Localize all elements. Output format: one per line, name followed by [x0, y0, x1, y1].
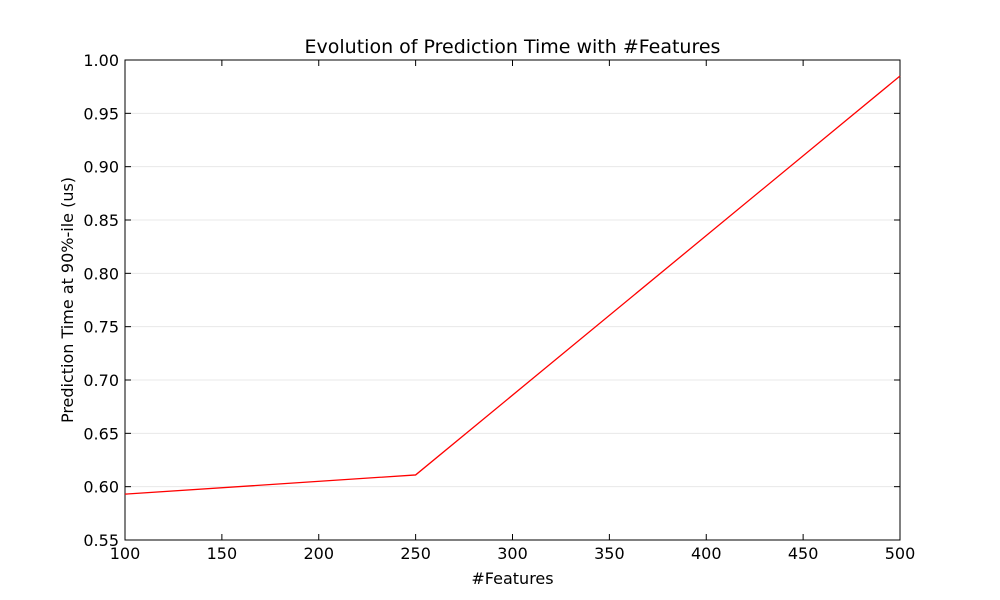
y-tick-label-0-75: 0.75: [83, 318, 119, 337]
x-tick-labels: 100 150 200 250 300 350 400 450 500: [110, 544, 916, 563]
x-tick-label-250: 250: [400, 544, 431, 563]
axis-ticks: [124, 59, 901, 541]
x-tick-label-400: 400: [691, 544, 722, 563]
grid-lines: [125, 112, 900, 488]
y-tick-label-0-65: 0.65: [83, 424, 119, 443]
x-axis-label: #Features: [471, 569, 553, 588]
x-tick-label-100: 100: [110, 544, 141, 563]
x-tick-label-300: 300: [497, 544, 528, 563]
x-tick-label-200: 200: [303, 544, 334, 563]
y-tick-label-0-85: 0.85: [83, 211, 119, 230]
y-tick-label-1-00: 1.00: [83, 51, 119, 70]
x-tick-label-150: 150: [207, 544, 238, 563]
y-tick-label-0-90: 0.90: [83, 158, 119, 177]
y-tick-labels: 0.55 0.60 0.65 0.70 0.75 0.80 0.85 0.90 0.95 1.00: [83, 51, 119, 550]
y-tick-label-0-95: 0.95: [83, 104, 119, 123]
chart-title: Evolution of Prediction Time with #Featu…: [305, 36, 721, 58]
y-tick-label-0-70: 0.70: [83, 371, 119, 390]
x-tick-label-350: 350: [594, 544, 625, 563]
series-line-prediction-time: [124, 75, 901, 495]
y-tick-label-0-80: 0.80: [83, 264, 119, 283]
x-tick-label-500: 500: [885, 544, 916, 563]
x-tick-label-450: 450: [788, 544, 819, 563]
y-axis-label: Prediction Time at 90%-ile (us): [58, 177, 77, 423]
y-tick-label-0-55: 0.55: [83, 531, 119, 550]
y-tick-label-0-60: 0.60: [83, 478, 119, 497]
